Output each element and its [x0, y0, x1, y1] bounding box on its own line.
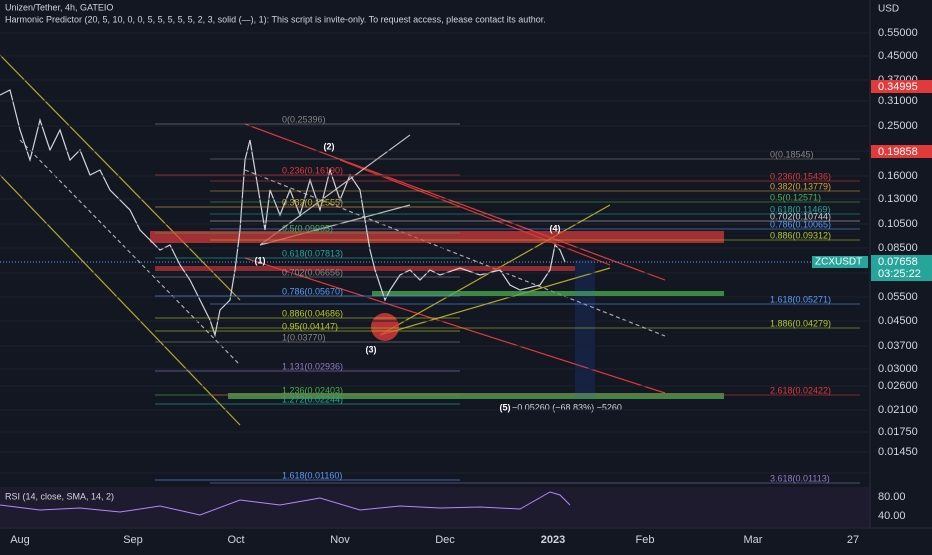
- fib-label: 0.886(0.04686): [282, 308, 343, 318]
- price-tick: 0.03000: [878, 363, 918, 375]
- countdown: 03:25:22: [878, 268, 921, 280]
- fib-label: 0.886(0.09312): [770, 230, 831, 240]
- price-tick: 0.04500: [878, 315, 918, 327]
- measure-label: −0.05260 (−68.83%) −5260: [512, 402, 622, 412]
- measure-box: [575, 260, 595, 398]
- fib-label: 1.618(0.01160): [282, 470, 342, 480]
- wave-label: (2): [324, 141, 335, 151]
- time-tick: 27: [847, 534, 859, 546]
- wave-label: (1): [255, 255, 266, 265]
- fib-label: 0.786(0.05670): [282, 286, 343, 296]
- price-tick: 0.10500: [878, 218, 918, 230]
- time-tick: Oct: [227, 534, 244, 546]
- time-tick: Mar: [744, 534, 763, 546]
- fib-label: 0.95(0.04147): [282, 321, 338, 331]
- price-tick: 0.02100: [878, 404, 918, 416]
- price-tick: 0.45000: [878, 50, 918, 62]
- symbol-tag: [812, 256, 868, 268]
- fib-label: 1.618(0.05271): [770, 294, 831, 304]
- fib-label: 2.618(0.02422): [770, 385, 831, 395]
- fib-label: 0.786(0.10065): [770, 219, 831, 229]
- target-zone: [228, 393, 724, 399]
- zone: [155, 266, 575, 271]
- price-tick: 0.31000: [878, 95, 918, 107]
- price-tick: 0.25000: [878, 120, 918, 132]
- fib-label: 1(0.03770): [282, 332, 326, 342]
- price-tick: 0.01750: [878, 426, 918, 438]
- time-tick: Feb: [636, 534, 655, 546]
- wave-label: (5): [500, 402, 511, 412]
- fib-label: 0.236(0.16190): [282, 165, 343, 175]
- price-tick: 0.08500: [878, 242, 918, 254]
- fib-label: 1.236(0.02403): [282, 385, 343, 395]
- marker: [371, 313, 399, 341]
- time-tick: Aug: [10, 534, 30, 546]
- fib-label: 1.886(0.04279): [770, 318, 831, 328]
- rsi-tick: 40.00: [878, 510, 906, 522]
- price-tick: 0.01450: [878, 446, 918, 458]
- rsi-tick: 80.00: [878, 491, 906, 503]
- price-tag: 0.34995: [878, 81, 918, 93]
- price-tick: 0.05500: [878, 291, 918, 303]
- time-tick: Dec: [435, 534, 455, 546]
- rsi-label: RSI (14, close, SMA, 14, 2): [5, 491, 114, 501]
- fib-label: 0(0.25396): [282, 114, 326, 124]
- fib-label: 3.618(0.01113): [770, 473, 830, 483]
- indicator: Harmonic Predictor (20, 5, 10, 0, 0, 5, …: [5, 14, 546, 24]
- rsi-pane: [0, 487, 870, 527]
- price-tag: [871, 80, 932, 93]
- price-tag: [871, 145, 932, 158]
- time-tick: 2023: [541, 534, 565, 546]
- fib-label: 0(0.18545): [770, 149, 814, 159]
- support-zone: [372, 291, 724, 296]
- last-tag: [871, 255, 932, 281]
- price-tick: 0.03700: [878, 340, 918, 352]
- currency: USD: [878, 4, 899, 15]
- price-tick: 0.13000: [878, 193, 918, 205]
- fib-label: 0.5(0.09985): [282, 223, 333, 233]
- time-tick: Nov: [330, 534, 350, 546]
- fib-label: 0.618(0.11469): [770, 204, 830, 214]
- wave-label: (4): [550, 223, 561, 233]
- fib-label: 0.236(0.15436): [770, 171, 831, 181]
- time-tick: Sep: [123, 534, 143, 546]
- fib-label: 0.382(0.13779): [770, 181, 831, 191]
- price-tick: 0.02600: [878, 380, 918, 392]
- fib-label: 0.618(0.07813): [282, 248, 343, 258]
- wave-label: (3): [366, 344, 377, 354]
- title: Unizen/Tether, 4h, GATEIO: [5, 2, 113, 12]
- rsi-line: [0, 491, 571, 516]
- fib-label: 0.702(0.06656): [282, 267, 343, 277]
- price-tick: 0.16000: [878, 170, 918, 182]
- price-tick: 0.55000: [878, 27, 918, 39]
- symbol-tag: ZCXUSDT: [815, 257, 862, 268]
- fib-label: 1.131(0.02936): [282, 361, 343, 371]
- last-price: 0.07658: [878, 256, 918, 268]
- fib-label: 1.272(0.02244): [282, 394, 343, 404]
- fib-label: 0.5(0.12571): [770, 192, 821, 202]
- price-tag: 0.19858: [878, 146, 918, 158]
- fib-label: 0.702(0.10744): [770, 211, 831, 221]
